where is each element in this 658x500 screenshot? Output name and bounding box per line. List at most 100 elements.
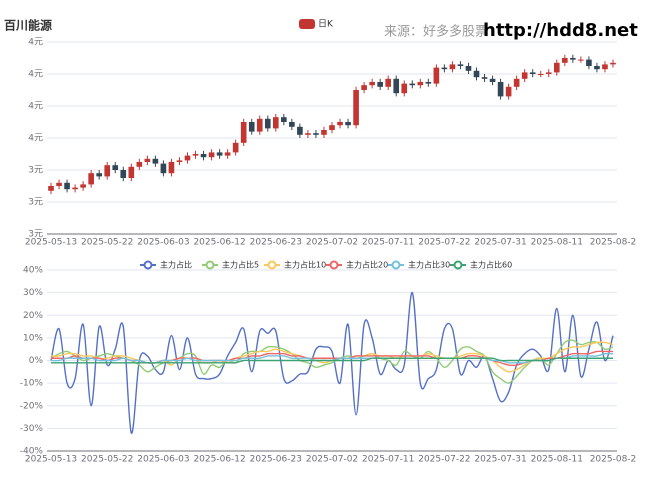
y-tick-label: -20% — [20, 401, 44, 411]
legend-item: 日K — [299, 19, 334, 30]
legend-label: 主力占比60 — [470, 260, 512, 270]
candle-body — [160, 163, 167, 174]
candle-body — [433, 67, 440, 84]
legend-dot — [205, 260, 215, 270]
y-tick-label: 20% — [23, 311, 43, 321]
candle-body — [297, 126, 303, 135]
legend-dot — [329, 260, 339, 270]
legend-label: 主力占比 — [160, 260, 192, 270]
x-tick-label: 2025-06-12 — [193, 238, 245, 248]
candle-body — [184, 155, 191, 161]
candle-body — [120, 170, 127, 178]
candle-body — [321, 130, 327, 135]
candle-body — [248, 122, 255, 132]
x-tick-label: 2025-05-22 — [81, 455, 133, 465]
x-tick-label: 2025-08-2 — [590, 455, 637, 465]
candle-body — [353, 90, 359, 126]
candle-body — [240, 122, 247, 143]
candle-body — [441, 67, 448, 70]
candle-body — [128, 166, 135, 178]
legend-item: 主力占比20 — [326, 260, 388, 270]
candle-body — [232, 142, 239, 153]
y-tick-label: -30% — [20, 424, 44, 434]
candle-body — [136, 162, 143, 167]
candle-body — [385, 78, 392, 87]
site-url: http://hdd8.net — [483, 20, 638, 41]
y-tick-label: 4元 — [28, 102, 43, 112]
candle-body — [409, 83, 416, 86]
candle-body — [465, 66, 472, 71]
candle-body — [425, 82, 432, 84]
candle-body — [208, 152, 215, 158]
candle-body — [345, 122, 351, 126]
candle-body — [497, 82, 504, 97]
candle-body — [104, 165, 111, 177]
x-tick-label: 2025-07-22 — [418, 238, 470, 248]
x-tick-label: 2025-06-03 — [137, 455, 189, 465]
legend-label: 日K — [318, 19, 334, 30]
candle-body — [473, 70, 480, 78]
candle-body — [513, 78, 520, 87]
x-tick-label: 2025-07-22 — [418, 455, 470, 465]
candle-body — [537, 74, 544, 75]
candle-body — [602, 64, 608, 70]
candle-body — [305, 133, 311, 135]
candle-body — [112, 165, 119, 170]
series-line — [51, 357, 613, 364]
candle-body — [152, 158, 159, 164]
candle-body — [216, 152, 223, 156]
candle-body — [377, 82, 383, 87]
candle-body — [529, 72, 536, 74]
candle-body — [521, 72, 528, 79]
legend-dot — [267, 260, 277, 270]
candle-body — [337, 122, 343, 126]
candle-body — [64, 182, 70, 190]
candle-body — [393, 78, 400, 94]
candle-body — [586, 59, 592, 66]
y-tick-label: 3元 — [28, 230, 43, 240]
y-tick-label: -10% — [20, 379, 44, 389]
y-tick-label: 4元 — [28, 38, 43, 48]
x-tick-label: 2025-06-23 — [250, 238, 302, 248]
legend-dot — [143, 260, 153, 270]
candle-body — [96, 173, 102, 177]
legend-swatch — [299, 19, 315, 29]
y-tick-label: 4元 — [28, 70, 43, 80]
y-tick-label: 40% — [23, 266, 43, 276]
legend-item: 主力占比30 — [388, 260, 450, 270]
legend-dot — [391, 260, 401, 270]
candle-body — [176, 160, 183, 162]
legend-item: 主力占比10 — [264, 260, 326, 270]
legend-label: 主力占比30 — [408, 260, 450, 270]
x-tick-label: 2025-05-13 — [25, 455, 77, 465]
legend-label: 主力占比5 — [222, 260, 259, 270]
candle-body — [610, 62, 616, 65]
candle-body — [56, 182, 62, 186]
x-tick-label: 2025-07-31 — [474, 238, 526, 248]
y-tick-label: 0% — [29, 356, 44, 366]
x-tick-label: 2025-08-11 — [531, 238, 583, 248]
candle-body — [481, 77, 488, 79]
y-tick-label: 10% — [23, 333, 43, 343]
legend-item: 主力占比60 — [450, 260, 512, 270]
chart-title: 百川能源 — [4, 18, 52, 33]
candle-body — [449, 64, 456, 70]
candle-body — [489, 78, 496, 82]
y-tick-label: -40% — [20, 447, 44, 457]
candle-body — [224, 152, 231, 156]
candle-body — [329, 125, 335, 130]
candle-body — [256, 118, 263, 132]
x-tick-label: 2025-06-23 — [250, 455, 302, 465]
candle-body — [401, 83, 408, 94]
candle-body — [313, 133, 319, 135]
x-tick-label: 2025-07-11 — [362, 455, 414, 465]
y-tick-label: 3元 — [28, 198, 43, 208]
candle-body — [505, 86, 512, 97]
x-tick-label: 2025-08-2 — [590, 238, 637, 248]
legend-item: 主力占比5 — [202, 260, 259, 270]
candle-body — [200, 154, 207, 158]
series-line — [51, 341, 614, 373]
candle-body — [272, 117, 279, 129]
legend-label: 主力占比20 — [346, 260, 388, 270]
